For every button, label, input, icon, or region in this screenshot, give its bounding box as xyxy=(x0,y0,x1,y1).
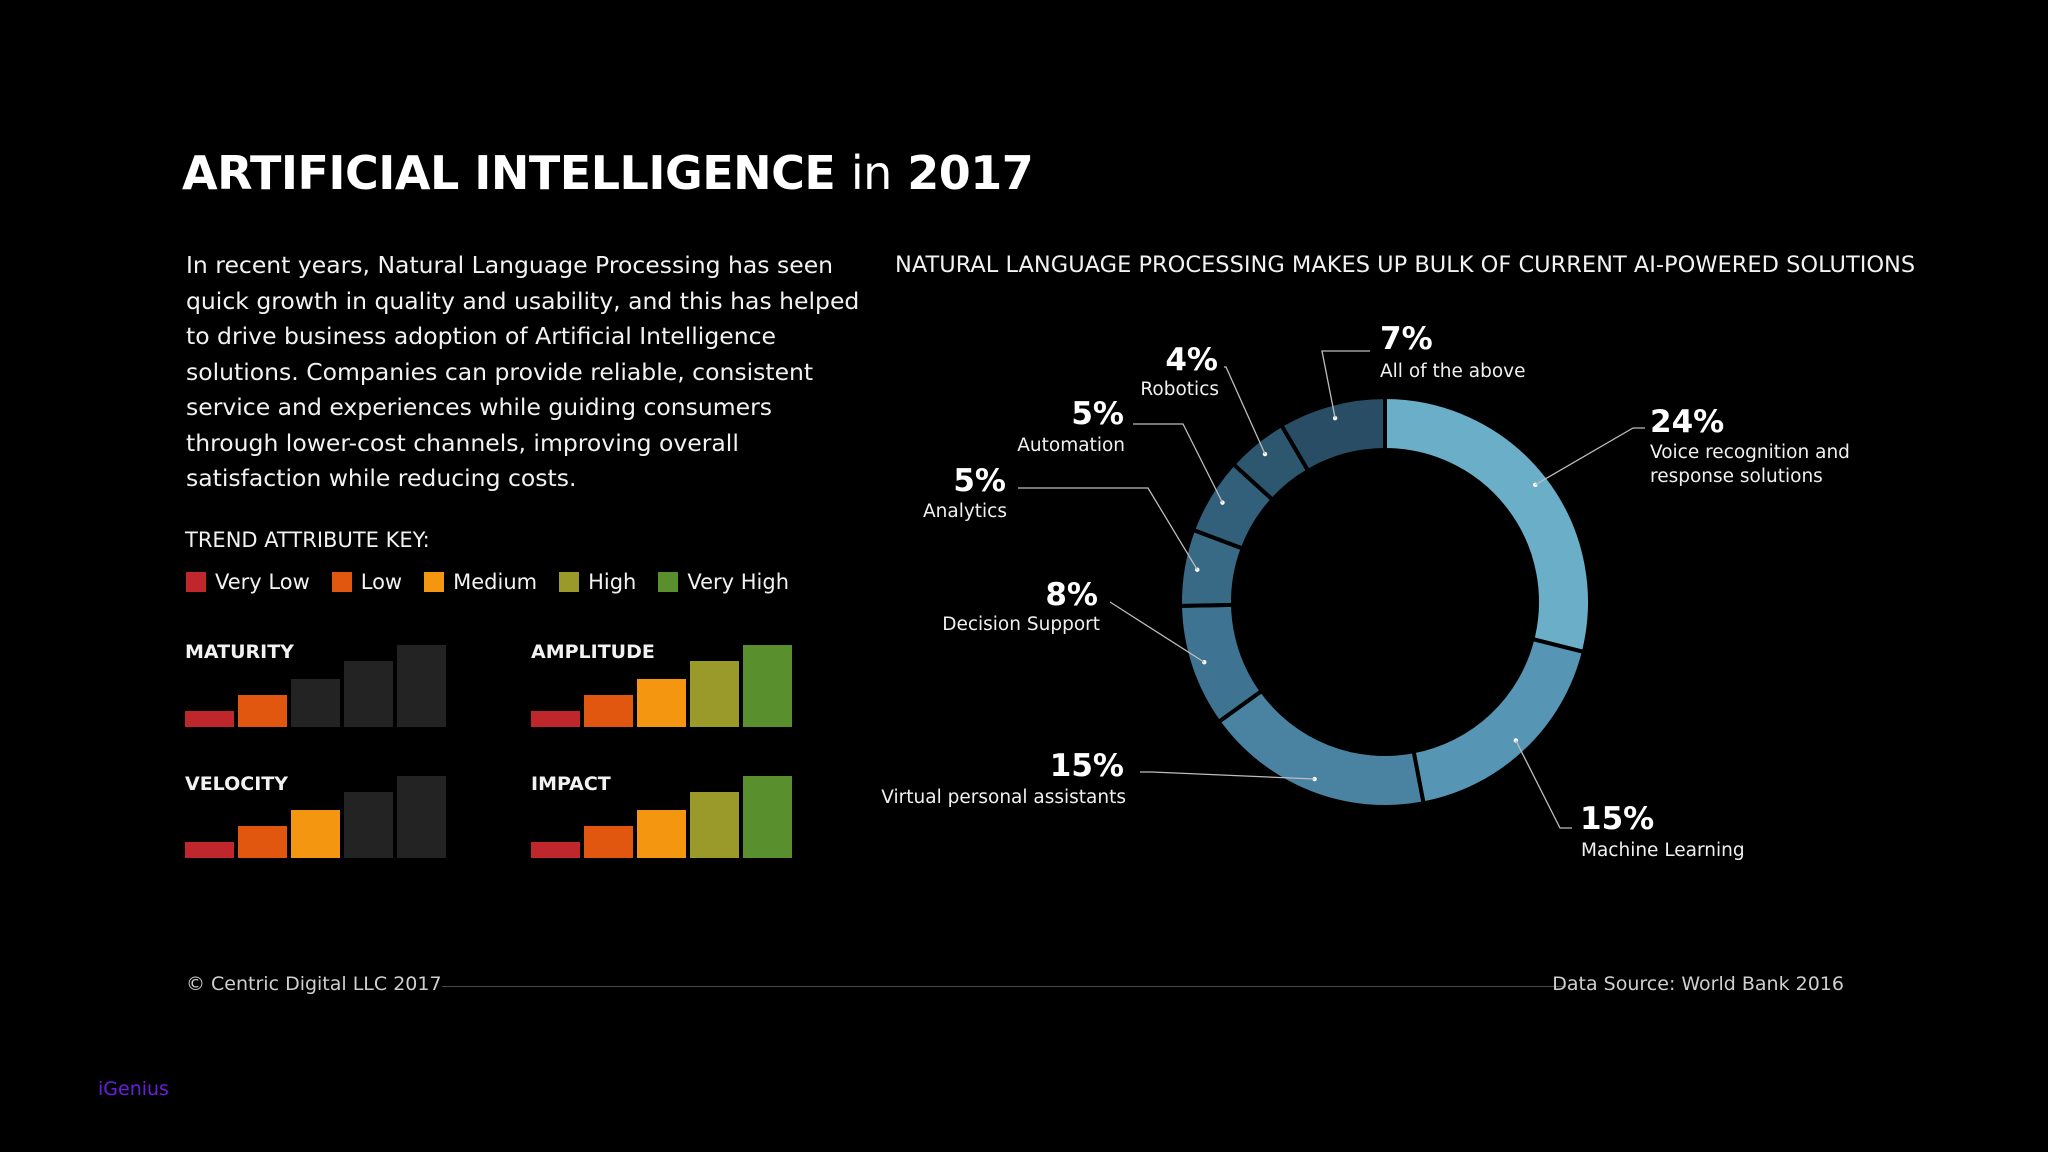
legend-label-high: High xyxy=(588,570,637,594)
velocity-bar-very-high xyxy=(397,776,446,858)
chart-title: NATURAL LANGUAGE PROCESSING MAKES UP BUL… xyxy=(895,252,1916,278)
impact-bar-very-high xyxy=(743,776,792,858)
maturity-bar-very-low xyxy=(185,711,234,727)
slice-value-automation: 5% xyxy=(1071,396,1124,432)
leader-line-robotics xyxy=(1224,366,1266,455)
slice-label-machine-learning: Machine Learning xyxy=(1581,840,1745,861)
title-year: 2017 xyxy=(907,146,1034,200)
maturity-bar-low xyxy=(238,695,287,727)
trend-amplitude-label: AMPLITUDE xyxy=(531,641,655,663)
slice-value-voice-recognition-and-response-solutions: 24% xyxy=(1650,404,1724,440)
legend-label-medium: Medium xyxy=(453,570,538,594)
trend-legend: Very Low Low Medium High Very High xyxy=(186,570,811,594)
leader-line-automation xyxy=(1133,423,1224,503)
legend-swatch-very-low xyxy=(186,572,206,592)
slice-label-decision-support: Decision Support xyxy=(942,614,1100,635)
slice-value-analytics: 5% xyxy=(953,463,1006,499)
legend-swatch-high xyxy=(559,572,580,592)
intro-paragraph: In recent years, Natural Language Proces… xyxy=(186,251,860,492)
amplitude-bar-very-low xyxy=(531,711,580,727)
slice-value-robotics: 4% xyxy=(1165,342,1218,378)
impact-bar-very-low xyxy=(531,842,580,858)
slice-voice-recognition-and-response-solutions xyxy=(1383,394,1592,655)
slice-value-machine-learning: 15% xyxy=(1580,801,1654,837)
trend-amplitude-bars xyxy=(531,645,792,727)
trend-velocity-label: VELOCITY xyxy=(185,773,288,795)
data-source: Data Source: World Bank 2016 xyxy=(1552,973,1844,995)
leader-line-virtual-personal-assistants xyxy=(1140,771,1315,780)
copyright: © Centric Digital LLC 2017 xyxy=(186,973,442,995)
slice-label-automation: Automation xyxy=(1017,435,1125,456)
impact-bar-low xyxy=(584,826,633,858)
trend-impact-bars xyxy=(531,776,792,858)
maturity-bar-very-high xyxy=(397,645,446,727)
slice-virtual-personal-assistants xyxy=(1215,688,1426,809)
legend-item-high: High xyxy=(559,570,636,594)
leader-line-voice-recognition-and-response-solutions xyxy=(1534,427,1645,486)
velocity-bar-very-low xyxy=(185,842,234,858)
impact-bar-medium xyxy=(637,810,686,858)
slice-value-decision-support: 8% xyxy=(1045,577,1098,613)
slice-label-robotics: Robotics xyxy=(1140,379,1219,400)
legend-label-very-low: Very Low xyxy=(215,570,310,594)
slice-label-all-of-the-above: All of the above xyxy=(1380,361,1526,382)
velocity-bar-low xyxy=(238,826,287,858)
leader-line-all-of-the-above xyxy=(1321,350,1370,419)
leader-line-decision-support xyxy=(1109,601,1205,663)
leader-line-analytics xyxy=(1018,487,1198,571)
amplitude-bar-very-high xyxy=(743,645,792,727)
legend-item-very-high: Very High xyxy=(658,570,789,594)
slice-value-all-of-the-above: 7% xyxy=(1380,321,1433,357)
slice-value-virtual-personal-assistants: 15% xyxy=(1050,748,1124,784)
amplitude-bar-low xyxy=(584,695,633,727)
leader-dot-automation xyxy=(1220,500,1225,505)
footer-divider xyxy=(442,986,1566,987)
maturity-bar-medium xyxy=(291,679,340,727)
velocity-bar-medium xyxy=(291,810,340,858)
legend-swatch-low xyxy=(331,572,352,592)
slice-label-virtual-personal-assistants: Virtual personal assistants xyxy=(881,787,1126,808)
velocity-bar-high xyxy=(344,792,393,858)
trend-velocity-bars xyxy=(185,776,446,858)
slice-machine-learning xyxy=(1411,636,1587,806)
trend-maturity-label: MATURITY xyxy=(185,641,294,663)
slice-all-of-the-above xyxy=(1278,394,1387,474)
slice-label-analytics: Analytics xyxy=(923,501,1007,522)
legend-label-very-high: Very High xyxy=(687,570,790,594)
leader-line-machine-learning xyxy=(1515,740,1572,829)
trend-maturity-bars xyxy=(185,645,446,727)
title-main: ARTIFICIAL INTELLIGENCE xyxy=(182,146,836,200)
legend-label-low: Low xyxy=(360,570,403,594)
impact-bar-high xyxy=(690,792,739,858)
legend-swatch-very-high xyxy=(658,572,679,592)
page-title: ARTIFICIAL INTELLIGENCE in 2017 xyxy=(182,146,1034,200)
trend-impact-label: IMPACT xyxy=(531,773,611,795)
legend-swatch-medium xyxy=(424,572,445,592)
slice-label-voice-recognition-and-response-solutions-line-1: Voice recognition and xyxy=(1650,442,1850,463)
legend-item-very-low: Very Low xyxy=(186,570,310,594)
amplitude-bar-medium xyxy=(637,679,686,727)
title-connector: in xyxy=(850,146,892,200)
igenius-watermark: iGenius xyxy=(98,1078,169,1100)
leader-dot-virtual-personal-assistants xyxy=(1312,776,1317,782)
slice-label-voice-recognition-and-response-solutions-line-2: response solutions xyxy=(1650,466,1823,487)
maturity-bar-high xyxy=(344,661,393,727)
trend-key-heading: TREND ATTRIBUTE KEY: xyxy=(185,528,430,552)
legend-item-medium: Medium xyxy=(424,570,537,594)
legend-item-low: Low xyxy=(331,570,403,594)
amplitude-bar-high xyxy=(690,661,739,727)
